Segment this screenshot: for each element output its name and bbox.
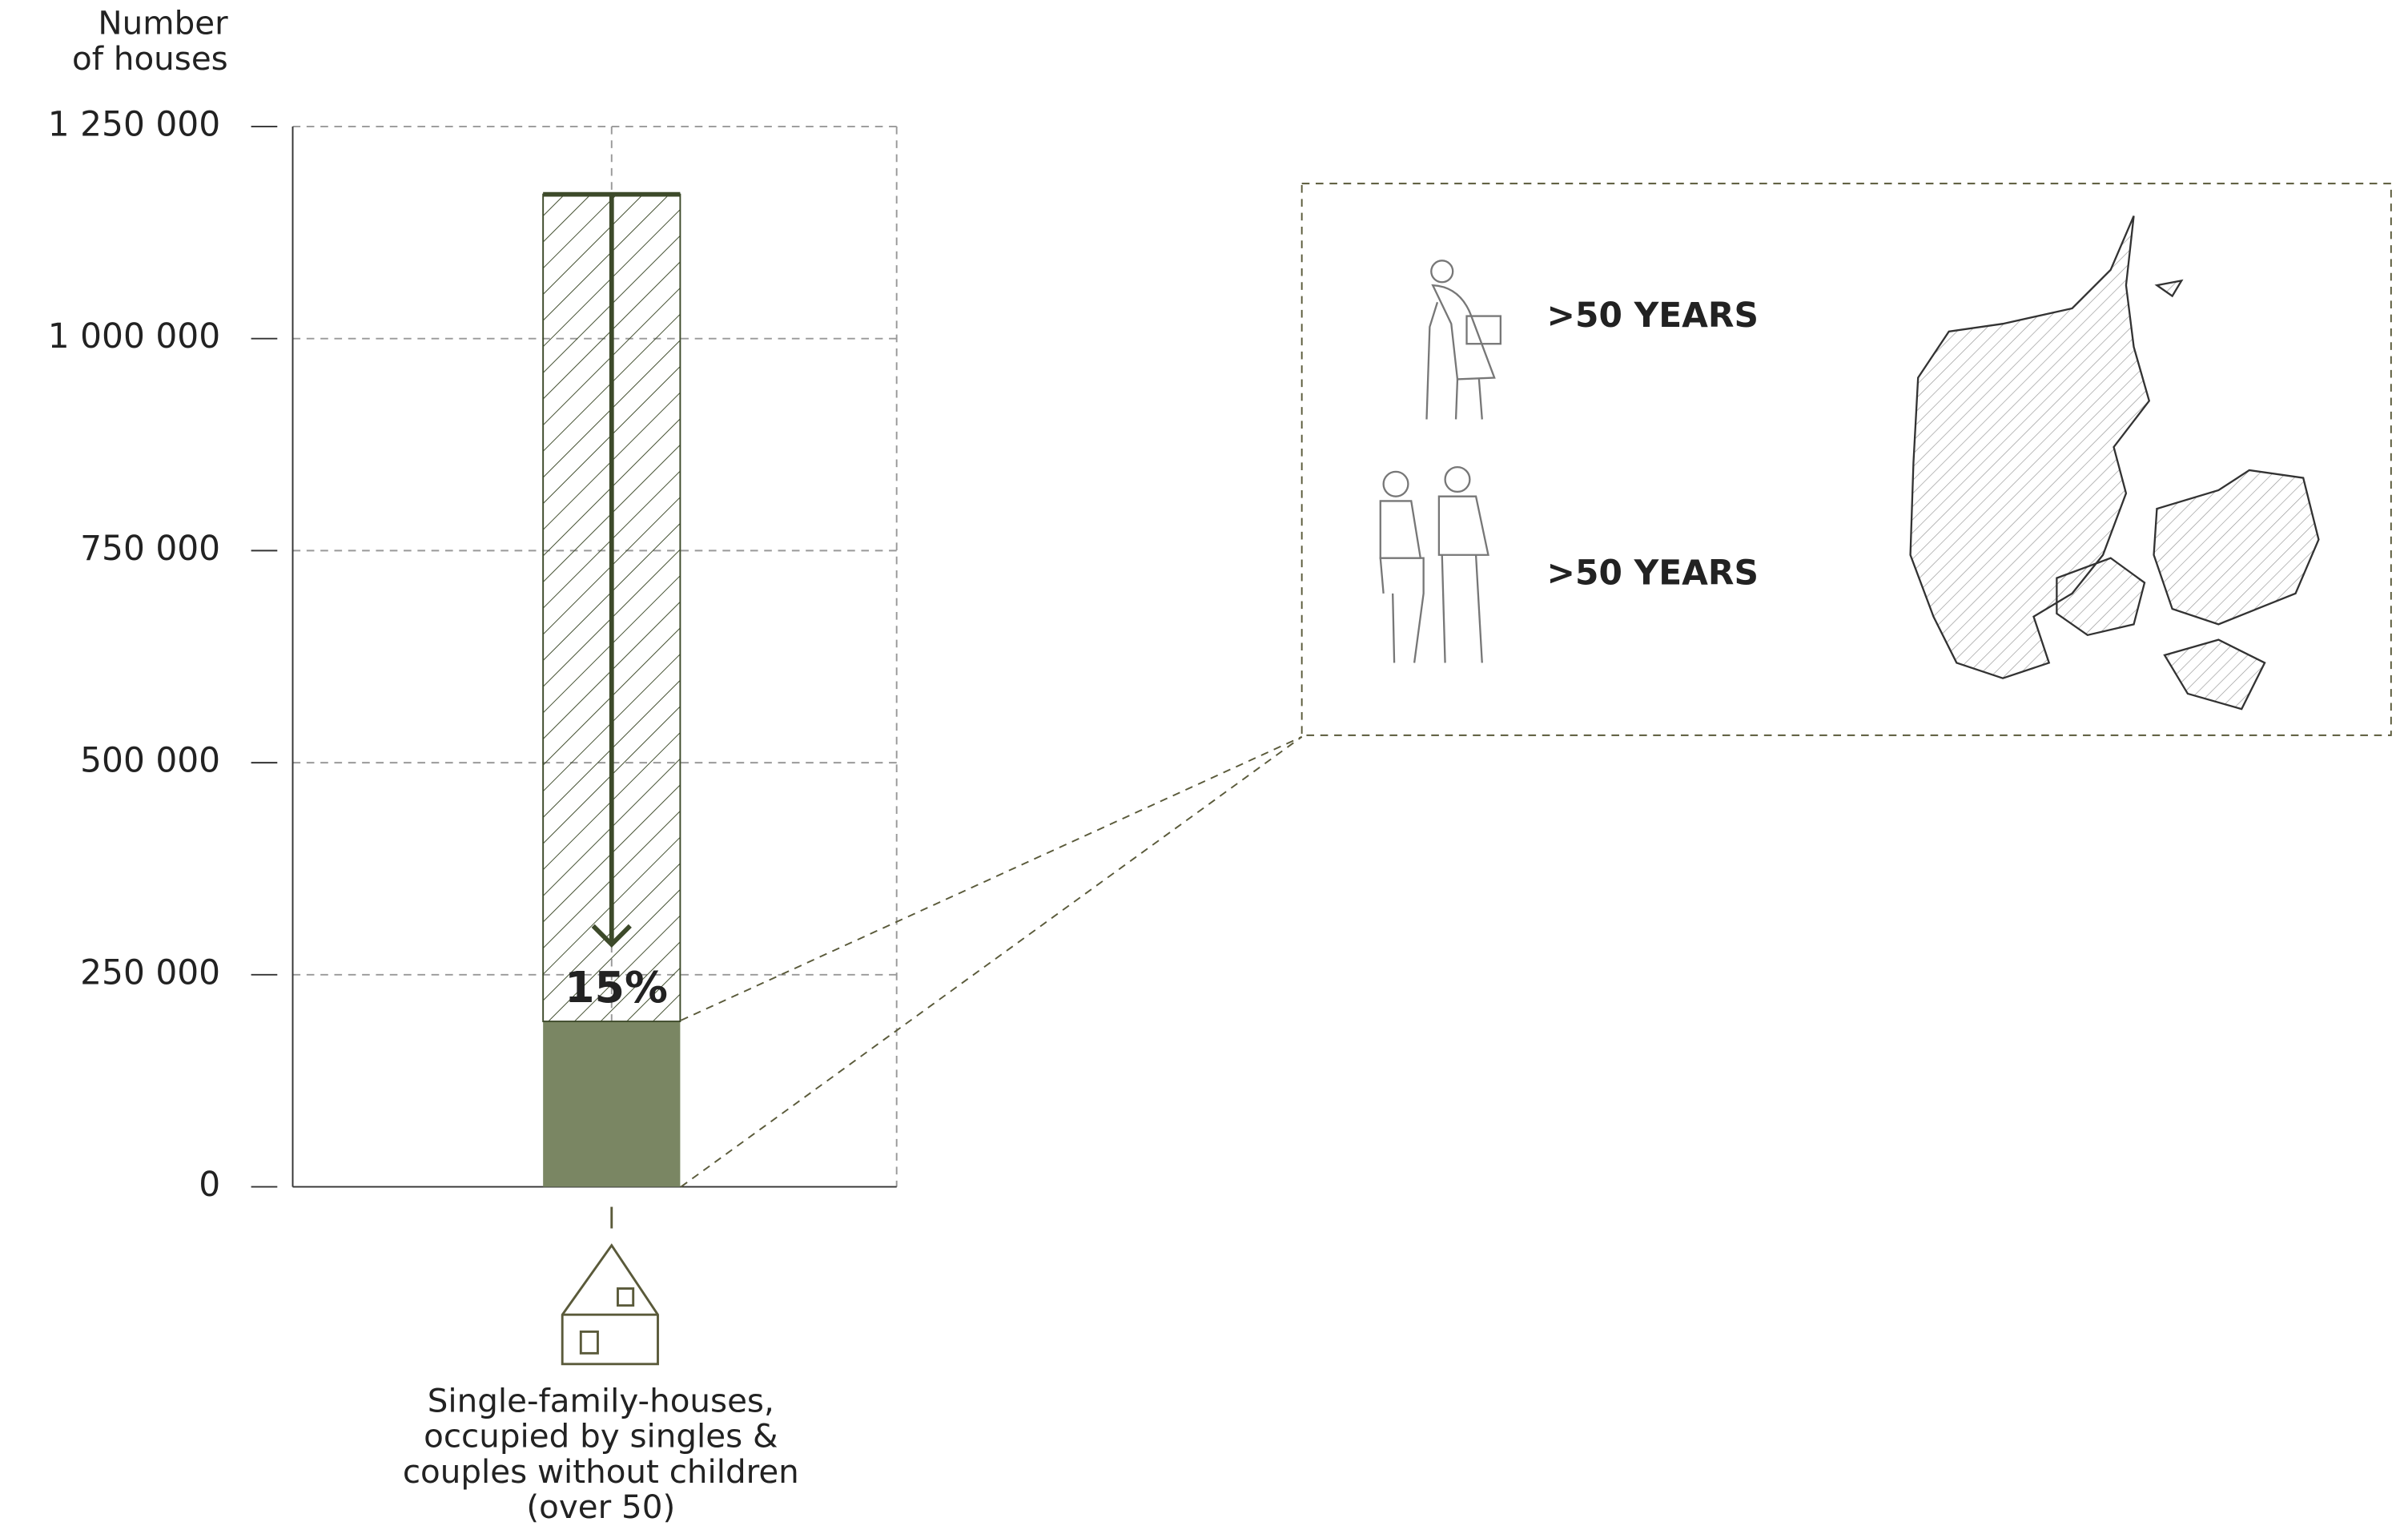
y-tick-label: 1 000 000 [48, 316, 220, 356]
y-tick-label: 250 000 [80, 952, 220, 992]
y-axis-title: Number of houses [0, 6, 228, 78]
annotation: 15% [565, 962, 668, 1013]
y-axis-title-line: Number [98, 6, 228, 42]
connector [680, 735, 1303, 1021]
inset-label: >50 YEARS [1547, 296, 1759, 335]
x-tick-label: Single-family-houses, occupied by single… [402, 1383, 799, 1526]
map [1909, 215, 2320, 711]
y-tick-label: 750 000 [80, 529, 220, 568]
arrow-head [591, 924, 632, 948]
house-icon [561, 1206, 659, 1366]
connector [680, 736, 1303, 1188]
inset-frame [1300, 183, 2392, 736]
bar-segment [543, 1021, 681, 1187]
y-axis-title-line: of houses [72, 40, 228, 78]
y-tick-label: 0 [199, 1165, 220, 1204]
plot: 0 250 000 500 000 750 000 1 000 000 1 250 000… [48, 104, 898, 1204]
category-box: Single-family-houses, occupied by single… [402, 1383, 799, 1526]
inset-label: >50 YEARS [1547, 553, 1759, 592]
y-tick-label: 1 250 000 [48, 104, 220, 143]
person-icon [1425, 260, 1501, 420]
y-tick-label: 500 000 [80, 741, 220, 780]
couple-icon [1379, 465, 1489, 663]
